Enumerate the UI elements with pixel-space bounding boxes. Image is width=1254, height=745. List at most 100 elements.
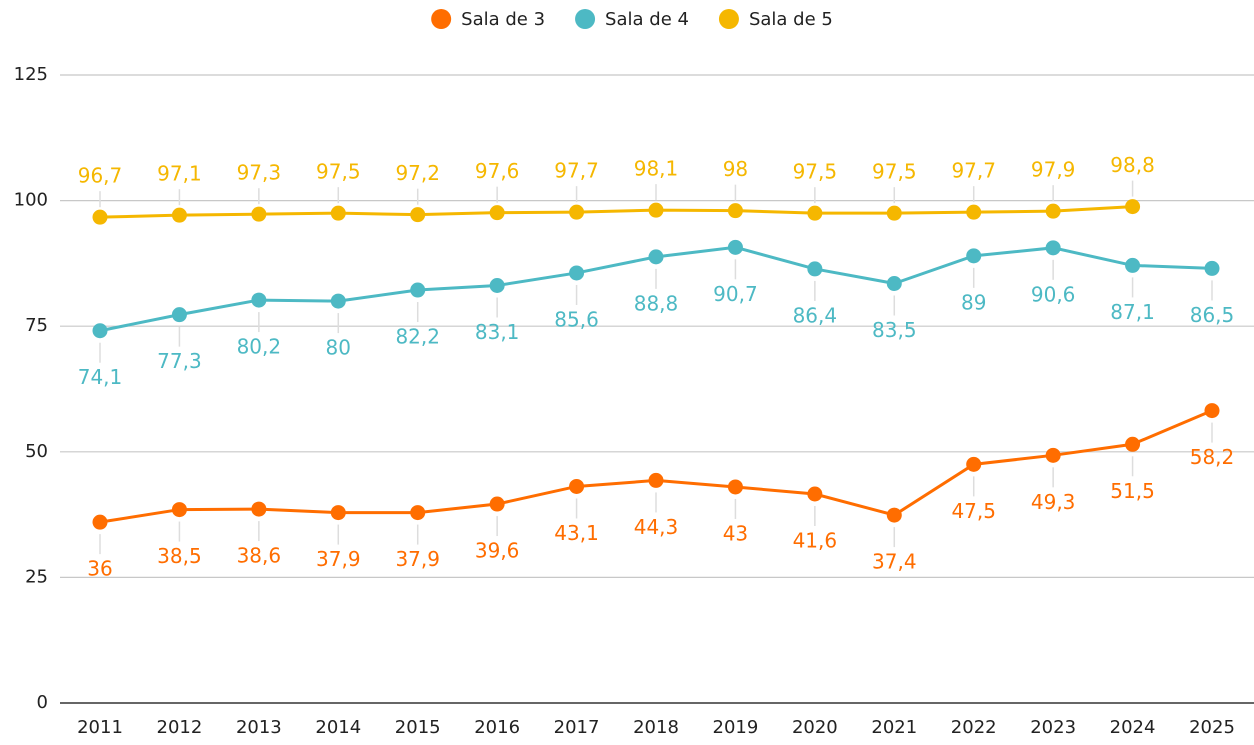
data-label: 85,6 bbox=[554, 307, 599, 331]
data-point bbox=[92, 209, 108, 225]
data-point bbox=[171, 207, 187, 223]
data-label: 43,1 bbox=[554, 521, 599, 545]
x-tick-label: 2013 bbox=[236, 717, 282, 738]
data-label: 97,5 bbox=[872, 160, 917, 184]
data-label: 97,2 bbox=[395, 161, 440, 185]
data-point bbox=[1045, 447, 1061, 463]
data-label: 97,9 bbox=[1031, 158, 1076, 182]
data-point bbox=[1125, 436, 1141, 452]
data-point bbox=[330, 205, 346, 221]
data-point bbox=[886, 205, 902, 221]
data-label: 80 bbox=[326, 336, 351, 360]
x-tick-label: 2018 bbox=[633, 717, 679, 738]
y-tick-label: 25 bbox=[25, 566, 48, 587]
data-label: 43 bbox=[723, 521, 748, 545]
y-tick-label: 75 bbox=[25, 315, 48, 336]
data-point bbox=[410, 505, 426, 521]
x-tick-label: 2022 bbox=[951, 717, 997, 738]
x-tick-label: 2014 bbox=[315, 717, 361, 738]
data-label: 47,5 bbox=[951, 499, 996, 523]
data-point bbox=[569, 265, 585, 281]
data-label: 37,9 bbox=[395, 547, 440, 571]
data-label: 38,5 bbox=[157, 544, 202, 568]
data-label: 97,7 bbox=[554, 159, 599, 183]
data-label: 97,1 bbox=[157, 162, 202, 186]
data-point bbox=[92, 514, 108, 530]
data-label: 89 bbox=[961, 290, 986, 314]
series-line bbox=[99, 205, 1133, 219]
data-label: 98,1 bbox=[634, 157, 679, 181]
data-point bbox=[966, 204, 982, 220]
data-point bbox=[1045, 240, 1061, 256]
data-point bbox=[966, 248, 982, 264]
data-label: 86,4 bbox=[793, 303, 838, 327]
data-label: 88,8 bbox=[634, 291, 679, 315]
data-point bbox=[330, 505, 346, 521]
data-label: 44,3 bbox=[634, 515, 679, 539]
data-point bbox=[489, 496, 505, 512]
data-point bbox=[569, 478, 585, 494]
data-label: 37,4 bbox=[872, 550, 917, 574]
data-label: 97,5 bbox=[316, 160, 361, 184]
x-tick-label: 2024 bbox=[1110, 717, 1156, 738]
data-point bbox=[648, 472, 664, 488]
data-label: 90,7 bbox=[713, 282, 758, 306]
x-tick-label: 2023 bbox=[1030, 717, 1076, 738]
data-point bbox=[807, 486, 823, 502]
legend-swatch bbox=[575, 9, 596, 29]
data-point bbox=[966, 456, 982, 472]
y-tick-label: 100 bbox=[14, 190, 48, 211]
data-label: 41,6 bbox=[793, 529, 838, 553]
data-point bbox=[727, 239, 743, 255]
legend-swatch bbox=[431, 9, 452, 29]
data-point bbox=[251, 206, 267, 222]
x-tick-label: 2011 bbox=[77, 717, 123, 738]
data-point bbox=[1125, 257, 1141, 273]
data-label: 87,1 bbox=[1110, 300, 1155, 324]
legend-label: Sala de 3 bbox=[461, 9, 545, 30]
data-point bbox=[807, 205, 823, 221]
data-label: 97,5 bbox=[793, 160, 838, 184]
data-label: 82,2 bbox=[395, 325, 440, 349]
data-label: 39,6 bbox=[475, 539, 520, 563]
data-point bbox=[171, 502, 187, 518]
y-tick-label: 0 bbox=[37, 692, 48, 713]
data-point bbox=[648, 249, 664, 265]
legend-label: Sala de 5 bbox=[749, 9, 833, 30]
data-label: 83,1 bbox=[475, 320, 520, 344]
data-point bbox=[648, 202, 664, 218]
data-point bbox=[569, 204, 585, 220]
data-point bbox=[410, 282, 426, 298]
legend-item: Sala de 5 bbox=[718, 9, 833, 30]
data-label: 97,7 bbox=[951, 159, 996, 183]
data-point bbox=[886, 275, 902, 291]
data-point bbox=[727, 479, 743, 495]
x-tick-label: 2017 bbox=[554, 717, 600, 738]
data-label: 80,2 bbox=[237, 335, 282, 359]
x-tick-label: 2021 bbox=[871, 717, 917, 738]
data-point bbox=[330, 293, 346, 309]
y-tick-label: 50 bbox=[25, 441, 48, 462]
legend-label: Sala de 4 bbox=[605, 9, 689, 30]
legend-item: Sala de 4 bbox=[575, 9, 689, 30]
data-point bbox=[489, 278, 505, 294]
data-label: 86,5 bbox=[1190, 303, 1235, 327]
legend-swatch bbox=[718, 9, 739, 29]
data-label: 98,8 bbox=[1110, 153, 1155, 177]
data-label: 98 bbox=[723, 157, 748, 181]
data-label: 74,1 bbox=[78, 365, 123, 389]
data-label: 36 bbox=[87, 557, 112, 581]
data-point bbox=[1204, 260, 1220, 276]
data-label: 96,7 bbox=[78, 164, 123, 188]
x-tick-label: 2020 bbox=[792, 717, 838, 738]
y-tick-label: 125 bbox=[14, 64, 48, 85]
data-point bbox=[251, 501, 267, 517]
x-tick-label: 2012 bbox=[157, 717, 203, 738]
data-label: 77,3 bbox=[157, 349, 202, 373]
data-point bbox=[1204, 403, 1220, 419]
data-label: 97,6 bbox=[475, 159, 520, 183]
data-point bbox=[1125, 199, 1141, 215]
data-label: 58,2 bbox=[1190, 445, 1235, 469]
data-point bbox=[171, 307, 187, 323]
